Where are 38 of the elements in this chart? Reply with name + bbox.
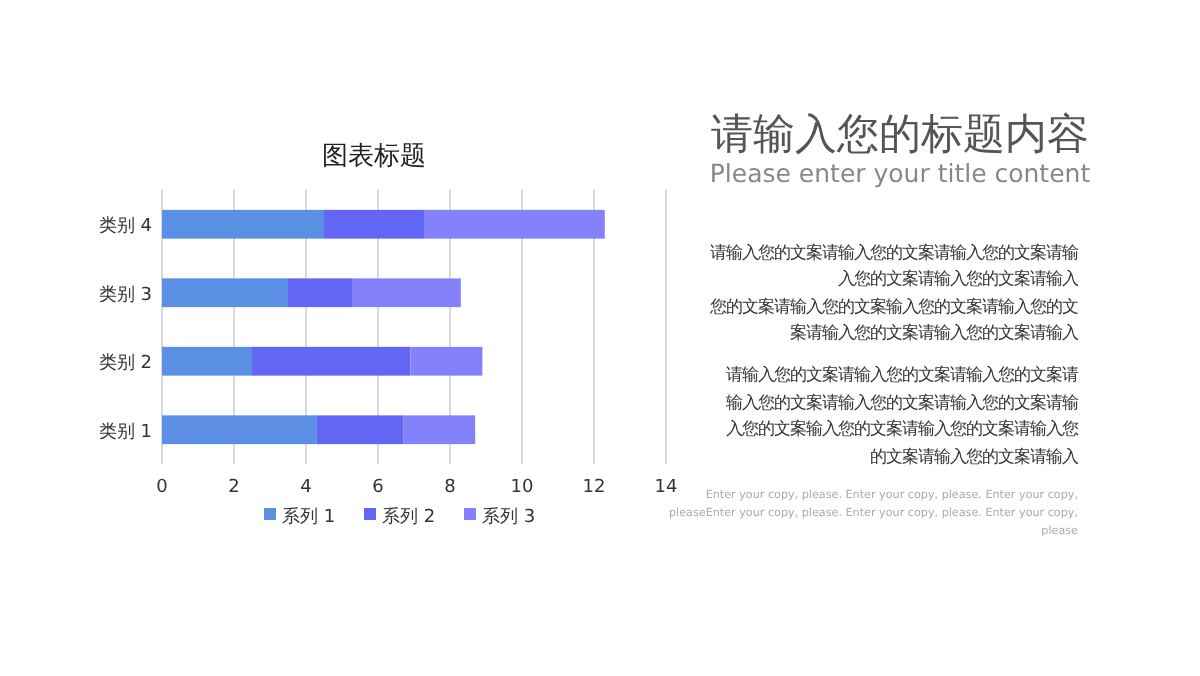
- y-tick-label: 类别 2: [98, 352, 152, 375]
- x-tick-label: 10: [510, 478, 534, 498]
- bar: [162, 346, 252, 376]
- text: Please enter your title content: [709, 158, 1091, 188]
- text: 案请输入您的文案请输入您的文案请输入: [790, 322, 1078, 342]
- text: 的文案请输入您的文案请输入: [870, 446, 1078, 466]
- bar: [324, 209, 425, 239]
- text: 您的文案请输入您的文案输入您的文案请输入您的文: [708, 296, 1078, 316]
- text: 输入您的文案请输入您的文案请输入您的文案请输: [726, 392, 1078, 412]
- bar: [403, 415, 476, 445]
- bar: [162, 209, 324, 239]
- text: 请输入您的文案请输入您的文案请输入您的文案请: [726, 364, 1078, 384]
- chart-title: 图表标题: [322, 142, 426, 172]
- x-tick-label: 0: [156, 478, 169, 498]
- bar: [162, 278, 288, 308]
- bar: [410, 346, 483, 376]
- legend-label: 系列 3: [482, 506, 536, 528]
- bar: [424, 209, 605, 239]
- y-tick-label: 类别 1: [98, 420, 152, 443]
- bar: [316, 415, 404, 445]
- bar: [352, 278, 461, 308]
- x-tick-label: 14: [654, 478, 678, 498]
- y-tick-label: 类别 3: [98, 283, 152, 306]
- x-tick-label: 6: [372, 478, 385, 498]
- text: 请输入您的文案请输入您的文案请输入您的文案请输: [710, 242, 1078, 262]
- x-tick-label: 2: [228, 478, 240, 498]
- text: 入您的文案请输入您的文案请输入: [838, 268, 1078, 288]
- y-tick-label: 类别 4: [98, 215, 153, 238]
- x-tick-label: 4: [300, 478, 313, 498]
- legend-label: 系列 1: [282, 506, 336, 528]
- x-tick-label: 12: [582, 478, 606, 498]
- legend-label: 系列 2: [382, 506, 436, 528]
- bar: [252, 346, 411, 376]
- bar: [288, 278, 353, 308]
- text: 请输入您的标题内容: [711, 110, 1089, 158]
- bar: [162, 415, 317, 445]
- x-tick-label: 8: [444, 478, 457, 498]
- text: 入您的文案输入您的文案请输入您的文案请输入您: [726, 418, 1078, 438]
